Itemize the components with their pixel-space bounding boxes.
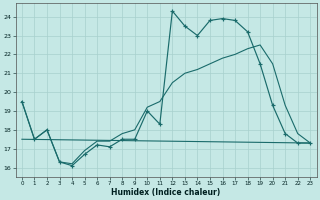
X-axis label: Humidex (Indice chaleur): Humidex (Indice chaleur) (111, 188, 221, 197)
